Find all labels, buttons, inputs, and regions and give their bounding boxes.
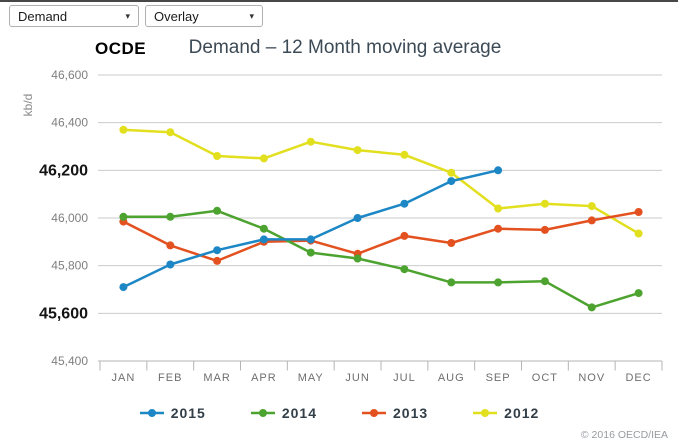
data-point-2014-JUL	[400, 265, 409, 274]
x-axis-month-label: AUG	[438, 372, 465, 384]
y-axis-tick-label: 45,400	[51, 354, 88, 368]
y-axis-tick-label: 46,600	[51, 68, 88, 82]
data-point-2012-JUN	[353, 146, 362, 155]
data-point-2014-DEC	[634, 289, 643, 298]
data-point-2012-NOV	[587, 202, 596, 211]
data-point-2013-JUL	[400, 231, 409, 240]
data-point-2014-AUG	[447, 278, 456, 287]
data-point-2015-AUG	[447, 177, 456, 186]
data-point-2014-NOV	[587, 303, 596, 312]
data-point-2013-DEC	[634, 208, 643, 216]
data-point-2014-APR	[259, 224, 268, 233]
data-point-2012-SEP	[494, 204, 503, 213]
top-edge-divider	[0, 0, 678, 2]
data-point-2013-OCT	[540, 225, 549, 234]
legend-label: 2013	[393, 405, 429, 421]
legend-marker-icon	[139, 409, 164, 417]
series-line-2015	[122, 169, 500, 289]
x-axis-month-label: APR	[251, 372, 277, 384]
data-point-2012-DEC	[634, 229, 643, 238]
data-point-2012-FEB	[166, 128, 175, 137]
legend-marker-icon	[250, 409, 275, 417]
overlay-dropdown-value: Overlay	[154, 8, 199, 24]
data-point-2015-SEP	[494, 166, 503, 175]
data-point-2014-MAR	[213, 206, 222, 215]
legend-item-2013[interactable]: 2013	[361, 405, 428, 421]
series-line-2012	[122, 128, 640, 235]
x-axis-month-label: DEC	[625, 372, 651, 384]
legend-item-2012[interactable]: 2012	[472, 405, 539, 421]
data-point-2012-OCT	[540, 199, 549, 208]
data-point-2015-MAY	[306, 235, 315, 244]
x-axis-month-label: JUL	[393, 372, 416, 384]
x-axis-month-label: JAN	[112, 372, 136, 384]
chevron-down-icon: ▾	[125, 10, 130, 21]
data-point-2014-JAN	[119, 212, 128, 221]
y-axis-tick-label: 45,800	[51, 259, 88, 273]
y-axis-tick-label: 45,600	[39, 305, 88, 322]
data-point-2014-SEP	[494, 278, 503, 287]
data-point-2015-JUN	[353, 214, 362, 222]
data-point-2013-FEB	[166, 241, 175, 250]
legend-marker-icon	[362, 409, 386, 417]
data-point-2014-JUN	[353, 254, 362, 263]
chevron-down-icon: ▾	[249, 10, 254, 21]
data-point-2015-APR	[259, 235, 268, 244]
data-point-2014-OCT	[540, 277, 549, 286]
data-point-2013-AUG	[447, 239, 456, 247]
data-point-2013-NOV	[587, 216, 596, 225]
data-point-2012-MAR	[213, 152, 222, 160]
data-point-2012-JAN	[119, 125, 128, 134]
series-line-2014	[122, 209, 640, 309]
demand-dropdown-value: Demand	[18, 8, 68, 24]
data-point-2014-FEB	[166, 212, 175, 221]
data-point-2012-APR	[259, 154, 268, 163]
x-axis-month-label: JUN	[345, 372, 369, 384]
copyright-notice: © 2016 OECD/IEA	[580, 429, 668, 441]
y-axis-tick-label: 46,200	[39, 162, 88, 179]
legend-marker-icon	[473, 409, 498, 417]
series-line-2013	[122, 210, 640, 263]
legend-label: 2012	[504, 405, 540, 421]
data-point-2014-MAY	[306, 248, 315, 257]
legend-label: 2014	[281, 405, 317, 421]
data-point-2012-MAY	[306, 137, 315, 146]
y-axis-tick-label: 46,400	[51, 116, 88, 130]
data-point-2013-SEP	[494, 224, 503, 233]
data-point-2015-JUL	[400, 199, 409, 208]
x-axis-month-label: NOV	[578, 372, 605, 384]
x-axis-month-label: OCT	[532, 372, 558, 384]
data-point-2015-FEB	[166, 260, 175, 269]
chart-legend: 2015 2014 2013 2012	[0, 405, 678, 421]
data-point-2015-JAN	[119, 283, 128, 292]
data-point-2012-AUG	[447, 168, 456, 177]
data-point-2015-MAR	[213, 246, 222, 255]
legend-item-2014[interactable]: 2014	[250, 405, 317, 421]
y-axis-unit-label: kb/d	[21, 94, 35, 117]
x-axis-month-label: SEP	[486, 372, 511, 384]
demand-dropdown[interactable]: Demand ▾	[9, 5, 139, 27]
x-axis-month-label: FEB	[158, 372, 182, 384]
region-label: OCDE	[95, 39, 147, 58]
chart-title: Demand – 12 Month moving average	[188, 37, 502, 58]
overlay-dropdown[interactable]: Overlay ▾	[145, 5, 263, 27]
x-axis-month-label: MAR	[203, 372, 230, 384]
y-axis-tick-label: 46,000	[51, 211, 88, 225]
data-point-2013-MAR	[213, 256, 222, 265]
legend-label: 2015	[170, 405, 206, 421]
x-axis-month-label: MAY	[298, 372, 324, 384]
data-point-2012-JUL	[400, 150, 409, 159]
legend-item-2015[interactable]: 2015	[139, 405, 206, 421]
